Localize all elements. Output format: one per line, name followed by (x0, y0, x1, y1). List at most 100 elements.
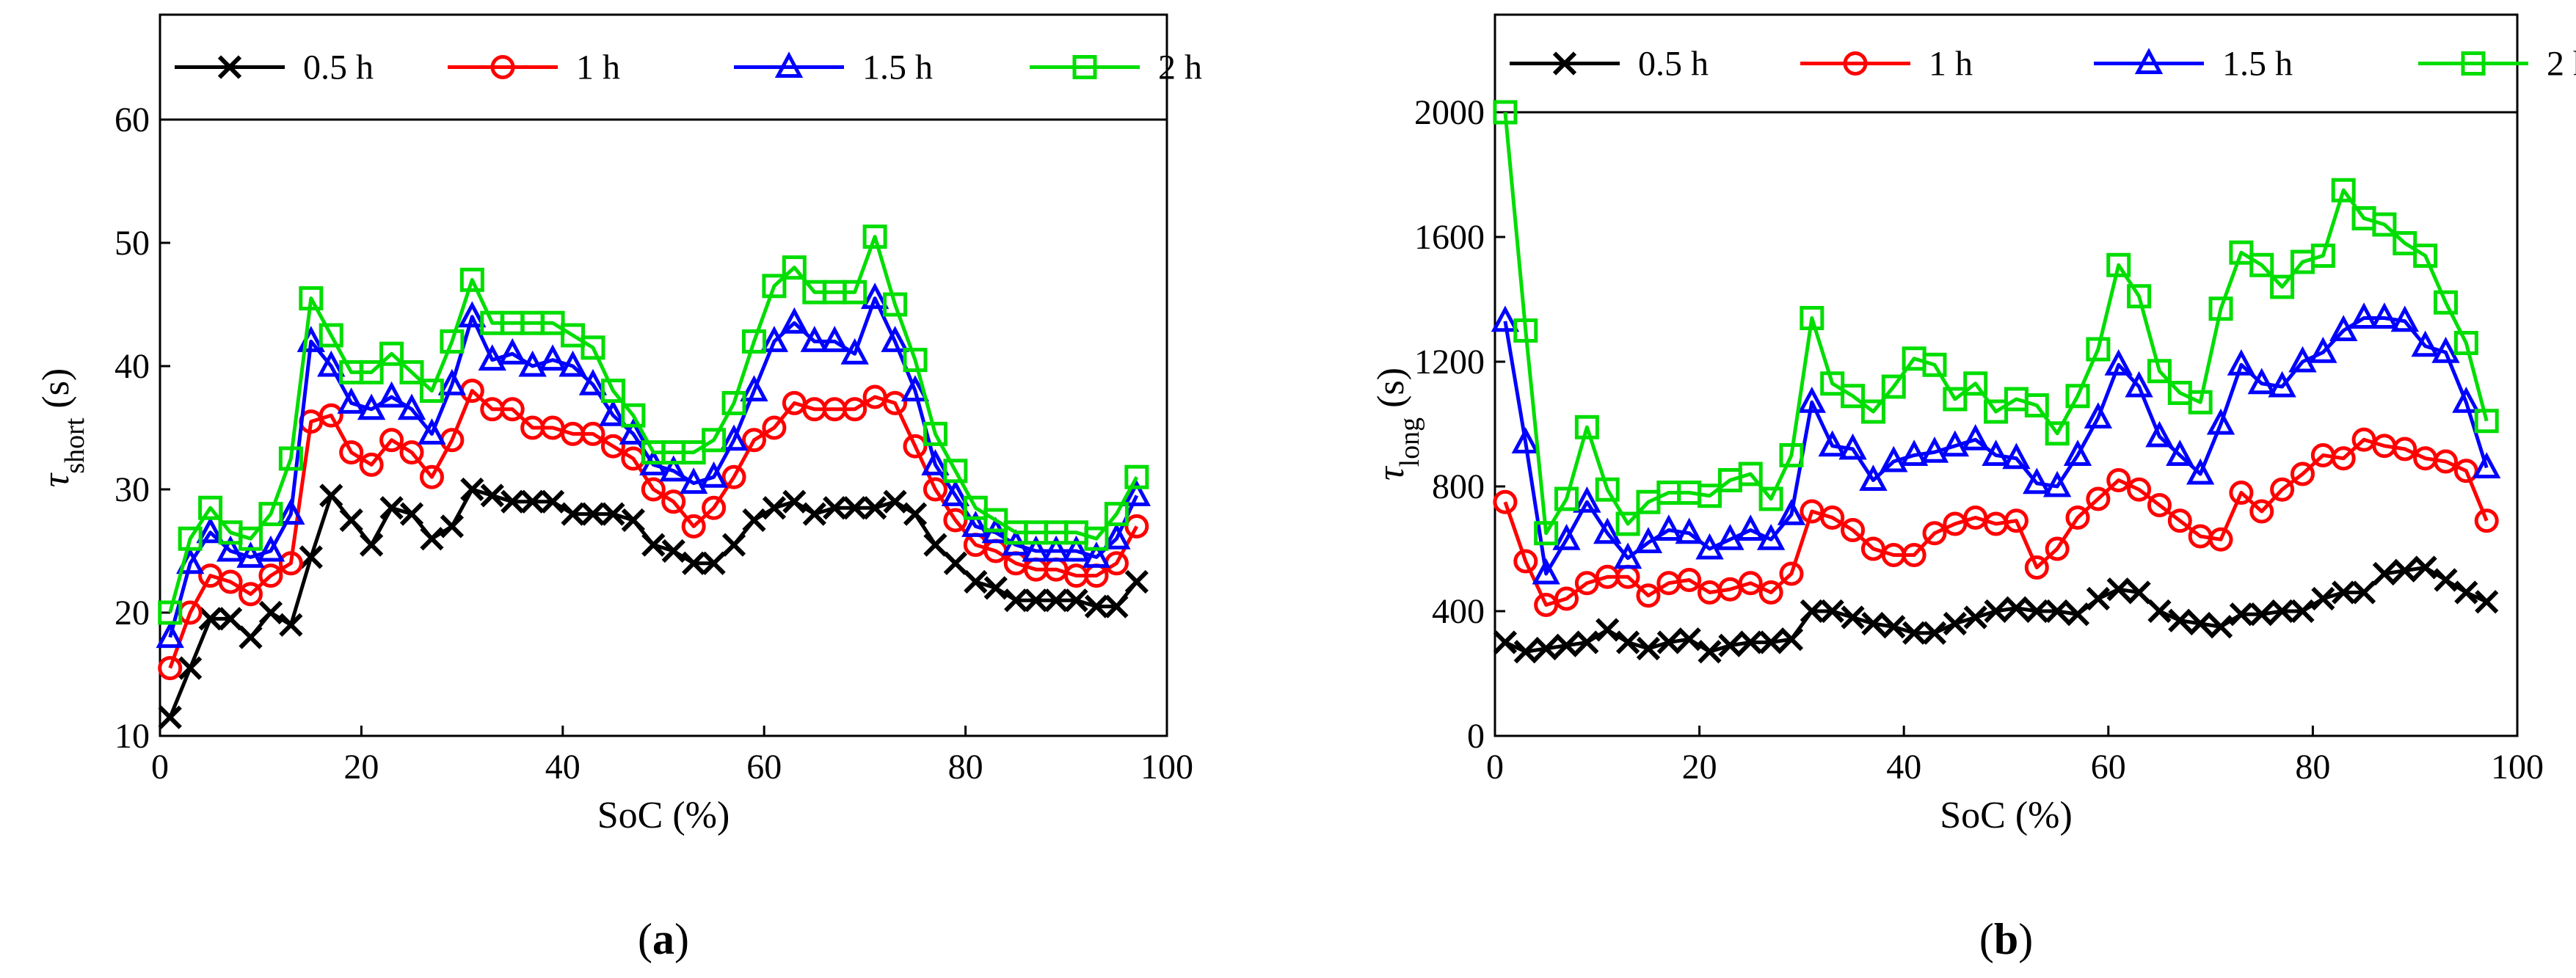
data-point (2167, 508, 2192, 533)
series-2h (1493, 100, 2499, 546)
legend-marker (774, 51, 804, 78)
data-point (2002, 442, 2031, 470)
data-point-stroke-2 (883, 489, 907, 514)
data-point-stroke-2 (621, 508, 645, 533)
data-point-stroke-2 (964, 569, 988, 594)
data-point-stroke-2 (319, 483, 343, 508)
data-point (600, 379, 625, 404)
data-point-stroke-2 (1044, 588, 1069, 613)
data-point (1841, 518, 1866, 542)
data-point (2206, 408, 2235, 435)
data-point (2084, 402, 2113, 428)
legend-marker-stroke-2 (217, 55, 242, 79)
data-point (2473, 452, 2501, 478)
data-point-stroke-2 (2249, 602, 2274, 627)
data-point-stroke-2 (802, 502, 826, 526)
data-point-stroke-2 (1861, 611, 1885, 636)
data-point (1880, 445, 1908, 472)
data-point (538, 344, 567, 371)
legend-entry: 1 h (448, 48, 620, 87)
y-tick-label: 40 (114, 347, 150, 386)
data-point (2186, 458, 2215, 485)
data-point (1554, 486, 1579, 511)
data-point-stroke-2 (1105, 594, 1129, 618)
data-point (1532, 558, 1560, 585)
y-tick-label: 800 (1432, 467, 1485, 506)
panel-caption: (b) (1979, 915, 2033, 963)
data-point-stroke-2 (1758, 630, 1783, 654)
x-tick-label: 0 (1486, 748, 1504, 787)
data-point (860, 282, 889, 310)
data-point (619, 418, 648, 445)
data-point-stroke-2 (2127, 580, 2151, 605)
data-point-stroke-2 (1963, 605, 1987, 630)
data-point (540, 310, 565, 335)
data-point (2188, 390, 2213, 415)
data-point (843, 280, 867, 304)
data-point (943, 459, 968, 483)
data-point (258, 502, 283, 527)
series-line (1503, 112, 2489, 536)
data-point (337, 387, 365, 414)
x-tick-label: 80 (948, 748, 983, 787)
data-point (359, 452, 384, 477)
data-point (236, 541, 265, 568)
data-point-stroke-2 (1677, 627, 1701, 652)
data-point (359, 360, 384, 384)
legend-label: 1.5 h (862, 48, 933, 87)
data-point-stroke-2 (1841, 605, 1865, 630)
data-point (1859, 464, 1888, 491)
data-point (2145, 420, 2174, 448)
data-point (2474, 508, 2499, 533)
legend-entry: 0.5 h (1510, 45, 1709, 84)
data-point (941, 480, 970, 506)
data-point-stroke-2 (721, 533, 746, 557)
data-point (437, 368, 467, 395)
data-point-stroke-2 (2168, 608, 2192, 632)
data-point (2433, 449, 2458, 474)
data-point (903, 434, 928, 459)
data-point (599, 399, 627, 426)
data-point (2125, 371, 2153, 398)
data-point-stroke-2 (2045, 599, 2070, 624)
data-point (2393, 231, 2417, 255)
x-tick-label: 60 (2091, 748, 2126, 787)
data-point (2024, 393, 2049, 417)
data-point (699, 461, 728, 488)
data-point (800, 326, 829, 352)
data-point (379, 341, 404, 366)
data-point-stroke-2 (2147, 599, 2172, 624)
x-tick-label: 80 (2295, 748, 2330, 787)
data-point-stroke-2 (1800, 599, 1824, 624)
data-point (2247, 368, 2276, 395)
series-0_5h (1493, 555, 2499, 664)
series-line (168, 389, 1139, 669)
data-point (883, 292, 908, 317)
data-point (2127, 284, 2152, 309)
data-point (278, 551, 303, 576)
data-point (1613, 542, 1642, 569)
y-tick-label: 1600 (1414, 218, 1485, 257)
caption-open: ( (638, 915, 652, 963)
data-point-stroke-2 (1922, 621, 1947, 645)
data-point (1122, 480, 1151, 506)
data-point (1636, 583, 1661, 608)
data-point (1552, 523, 1581, 550)
data-point-stroke-2 (299, 545, 323, 569)
data-point-stroke-2 (2065, 602, 2090, 627)
data-point (581, 335, 605, 360)
legend-label: 1 h (1929, 45, 1973, 84)
data-point (1634, 527, 1663, 553)
data-point-stroke-2 (1596, 618, 1620, 642)
data-point (782, 255, 807, 280)
data-point (440, 329, 465, 354)
data-point (1491, 305, 1520, 332)
data-point (1940, 430, 1970, 457)
x-tick-label: 100 (2491, 748, 2544, 787)
data-point (2370, 302, 2399, 329)
data-point-stroke-2 (239, 625, 263, 649)
data-point (1820, 371, 1845, 396)
data-point (377, 381, 406, 408)
data-point (1595, 477, 1620, 502)
